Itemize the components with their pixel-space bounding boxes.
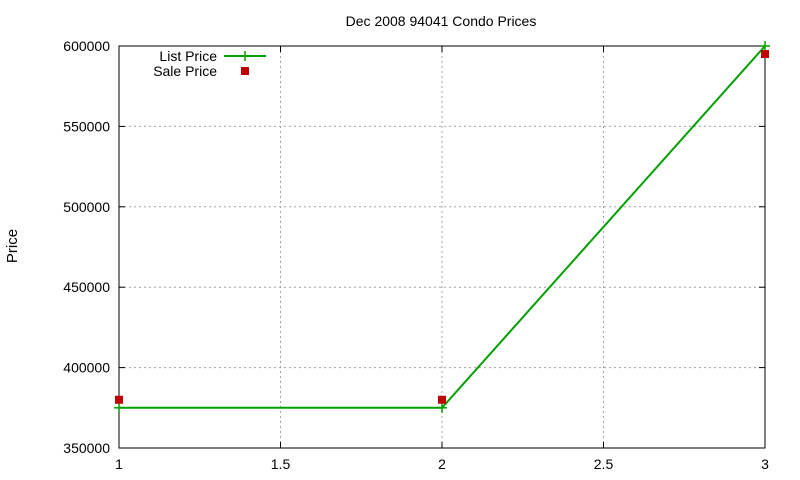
legend-marker bbox=[241, 67, 249, 75]
data-point bbox=[438, 395, 446, 404]
series-1 bbox=[115, 50, 769, 404]
x-tick-label: 3 bbox=[761, 456, 769, 472]
legend-marker bbox=[240, 51, 250, 61]
data-point bbox=[115, 395, 123, 404]
series bbox=[114, 41, 770, 413]
y-tick-label: 550000 bbox=[63, 118, 110, 134]
data-point bbox=[114, 402, 124, 413]
legend-label: Sale Price bbox=[153, 63, 217, 79]
y-tick-label: 600000 bbox=[63, 38, 110, 54]
series-0 bbox=[114, 41, 770, 413]
x-tick-label: 1 bbox=[115, 456, 123, 472]
x-tick-label: 2.5 bbox=[594, 456, 614, 472]
x-tick-label: 2 bbox=[438, 456, 446, 472]
grid bbox=[119, 46, 765, 448]
chart-title: Dec 2008 94041 Condo Prices bbox=[346, 13, 537, 29]
data-point bbox=[437, 402, 447, 413]
data-point bbox=[760, 41, 770, 51]
legend-label: List Price bbox=[159, 48, 217, 64]
y-axis-label: Price bbox=[4, 229, 21, 263]
y-tick-label: 400000 bbox=[63, 360, 110, 376]
y-tick-label: 450000 bbox=[63, 279, 110, 295]
data-point bbox=[761, 50, 769, 59]
axis-ticks: 1 1.5 2 2.5 3 350000 400000 450000 500000 550000 6… bbox=[63, 38, 769, 472]
y-tick-label: 350000 bbox=[63, 440, 110, 456]
x-tick-label: 1.5 bbox=[271, 456, 291, 472]
y-tick-label: 500000 bbox=[63, 199, 110, 215]
